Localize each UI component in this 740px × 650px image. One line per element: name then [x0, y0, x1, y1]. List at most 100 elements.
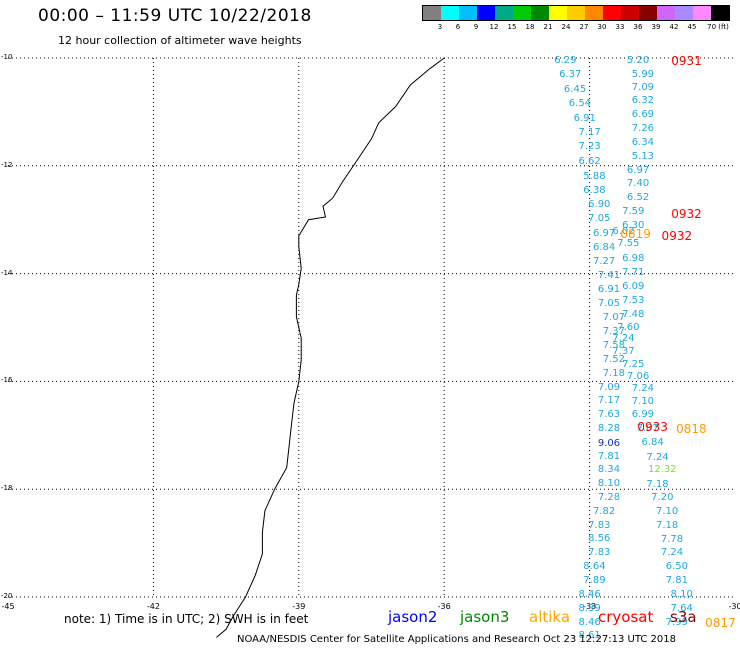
swh-value: 7.41	[597, 269, 621, 281]
map-subtitle: 12 hour collection of altimeter wave hei…	[58, 34, 302, 47]
pass-time-label: 0818	[676, 421, 707, 436]
swh-value: 6.84	[641, 437, 664, 449]
map-title: 00:00 – 11:59 UTC 10/22/2018	[38, 6, 312, 26]
pass-time-label: 0933	[637, 420, 668, 435]
swh-value: 6.98	[622, 252, 645, 264]
swh-value: 6.09	[622, 280, 645, 292]
legend-swatch	[459, 6, 477, 20]
legend-label: 42	[669, 23, 679, 31]
legend-swatch	[495, 6, 513, 20]
swh-value: 6.50	[665, 561, 688, 573]
swh-value: 7.52	[602, 353, 625, 365]
swh-value: 7.24	[660, 547, 684, 559]
legend-swatch	[711, 6, 729, 20]
satellite-altika: altika	[529, 608, 571, 626]
swh-value: 7.25	[622, 358, 645, 370]
swh-value: 8.34	[597, 464, 621, 476]
swh-value: 5.20	[626, 54, 650, 66]
pass-time-label: 0819	[620, 226, 651, 241]
swh-value: 7.10	[656, 505, 679, 517]
swh-value: 7.37	[602, 325, 625, 337]
swh-value: 6.38	[583, 184, 606, 196]
longitude-label: -45	[1, 602, 15, 611]
swh-value: 6.29	[554, 54, 577, 66]
legend-label: 70 (ft)	[707, 23, 729, 31]
swh-value: 7.24	[612, 333, 635, 345]
swh-value: 7.55	[617, 237, 640, 249]
swh-value: 6.90	[588, 199, 611, 211]
swh-value-highlight: 9.06	[597, 437, 621, 449]
pass-time-label: 0817	[705, 615, 736, 630]
pass-time-label: 0932	[661, 228, 693, 243]
swh-value: 7.99	[665, 616, 688, 628]
swh-value: 7.40	[626, 178, 650, 190]
legend-swatch	[477, 6, 495, 20]
legend-label: 45	[687, 23, 697, 31]
swh-value: 7.71	[622, 266, 645, 278]
legend-label: 15	[507, 23, 517, 31]
swh-value: 7.48	[622, 308, 645, 320]
legend-label: 21	[543, 23, 553, 31]
legend-swatch	[621, 6, 639, 20]
swh-value: 7.83	[588, 547, 611, 559]
swh-value: 7.07	[636, 422, 659, 434]
swh-value: 7.60	[617, 321, 640, 333]
swh-value: 7.05	[597, 297, 621, 309]
swh-value: 6.52	[626, 192, 650, 204]
latitude-label: -12	[1, 160, 13, 169]
swh-value: 7.53	[622, 294, 645, 306]
swh-value: 7.24	[631, 383, 655, 395]
swh-value: 8.61	[578, 630, 601, 642]
latitude-label: -20	[1, 592, 13, 600]
swh-value: 7.59	[622, 206, 645, 218]
swh-value: 6.54	[568, 98, 592, 110]
legend-swatch	[639, 6, 657, 20]
swh-value: 7.81	[597, 450, 621, 462]
swh-value: 7.28	[597, 492, 621, 504]
swh-value: 8.46	[578, 588, 601, 600]
swh-value: 7.06	[626, 371, 650, 383]
swh-value: 7.27	[592, 255, 616, 267]
swh-value: 7.18	[656, 519, 679, 531]
legend-label: 12	[489, 23, 499, 31]
legend-label: 3	[437, 23, 443, 31]
swh-value-highlight: 12.32	[647, 464, 677, 476]
swh-value: 5.13	[631, 150, 655, 162]
swh-value: 7.09	[597, 381, 621, 393]
note-text: note: 1) Time is in UTC; 2) SWH is in fe…	[64, 612, 309, 626]
color-legend	[422, 5, 730, 21]
swh-value: 6.84	[592, 241, 616, 253]
legend-label: 18	[525, 23, 535, 31]
legend-label: 24	[561, 23, 571, 31]
satellite-cryosat: cryosat	[598, 608, 654, 626]
swh-value: 6.91	[573, 112, 596, 124]
latitude-label: -16	[1, 376, 13, 385]
legend-label: 30	[597, 23, 607, 31]
legend-label: 36	[633, 23, 643, 31]
swh-value: 6.30	[622, 219, 645, 231]
swh-value: 8.46	[578, 616, 601, 628]
swh-value: 7.26	[631, 123, 655, 135]
swh-value: 7.20	[651, 492, 674, 504]
swh-value: 6.69	[631, 109, 655, 121]
swh-value: 5.88	[583, 170, 606, 182]
swh-value: 6.97	[592, 227, 616, 239]
swh-value: 7.83	[588, 519, 611, 531]
swh-value: 6.91	[597, 283, 621, 295]
swh-value: 6.62	[578, 156, 601, 168]
swh-value: 8.56	[588, 533, 611, 545]
swh-value: 6.45	[563, 83, 587, 95]
pass-time-label: 0931	[671, 53, 702, 68]
latitude-label: -14	[1, 268, 13, 277]
legend-swatch	[423, 6, 441, 20]
coastline	[216, 57, 445, 638]
satellite-jason2: jason2	[388, 608, 438, 626]
longitude-label: -39	[292, 602, 306, 611]
latitude-label: -18	[1, 484, 13, 493]
swh-value: 7.78	[660, 533, 684, 545]
legend-swatch	[531, 6, 549, 20]
longitude-label: -33	[583, 602, 597, 611]
legend-swatch	[585, 6, 603, 20]
swh-value: 7.64	[670, 602, 693, 614]
